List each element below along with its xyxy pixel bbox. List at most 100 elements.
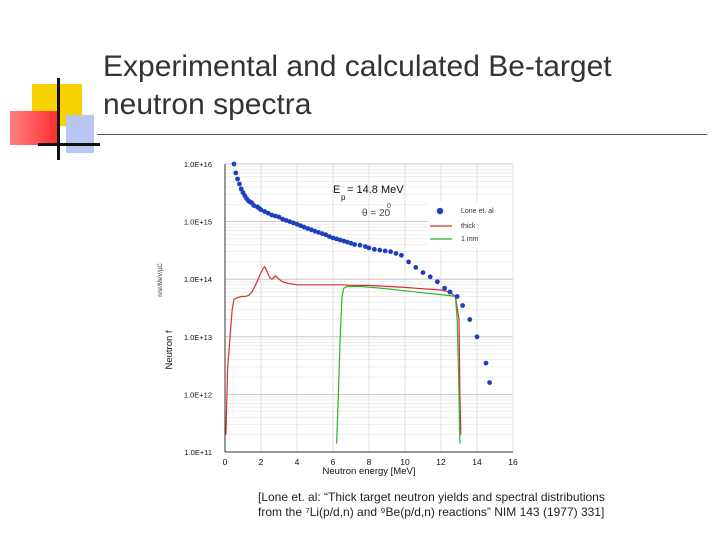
data-point	[258, 207, 264, 213]
data-point	[345, 239, 350, 245]
citation-line-2: from the ⁷Li(p/d,n) and ⁹Be(p/d,n) react…	[258, 505, 605, 519]
title-underline	[97, 134, 707, 135]
data-point	[487, 380, 492, 385]
x-tick-label: 10	[400, 457, 410, 467]
data-point	[237, 181, 242, 187]
x-tick-labels: 0 2 4 6 8 10 12 14 16	[223, 457, 518, 467]
data-point	[235, 176, 240, 182]
data-point	[447, 289, 453, 295]
energy-label: E	[333, 184, 340, 196]
data-point	[427, 274, 433, 280]
slide-title: Experimental and calculated Be-target ne…	[103, 48, 703, 124]
data-point	[231, 161, 237, 167]
data-point	[319, 231, 325, 236]
x-axis-label: Neutron energy [MeV]	[323, 466, 416, 477]
energy-annotation: E p = 14.8 MeV θ = 20 0	[333, 184, 404, 219]
x-tick-label: 0	[223, 457, 228, 467]
y-tick-label: 1.0E+16	[184, 160, 212, 169]
y-axis-label: Neutron f	[164, 330, 175, 369]
slide-title-line-2: neutron spectra	[103, 88, 312, 121]
y-tick-labels: 1.0E+11 1.0E+12 1.0E+13 1.0E+14 1.0E+15 1.0E+…	[184, 160, 212, 457]
data-point	[298, 223, 303, 229]
x-tick-label: 6	[331, 457, 336, 467]
legend-label-thin: 1 mm	[461, 236, 479, 243]
data-point	[330, 235, 336, 241]
data-point	[265, 210, 271, 216]
data-point	[280, 216, 285, 222]
decor-horizontal-line	[38, 143, 100, 146]
legend-label-thick: thick	[461, 223, 476, 230]
y-tick-label: 1.0E+14	[184, 275, 212, 284]
decor-blue-square	[66, 115, 94, 153]
legend-marker-exp	[436, 207, 444, 215]
data-point	[467, 317, 473, 322]
data-point	[454, 294, 460, 299]
citation-line-1: [Lone et. al: “Thick target neutron yiel…	[258, 490, 605, 504]
data-point	[287, 219, 293, 224]
angle-label: θ = 20	[362, 208, 391, 219]
data-point	[316, 230, 321, 235]
data-point	[233, 170, 239, 176]
data-point	[238, 186, 244, 192]
decor-vertical-line	[57, 78, 60, 160]
data-point	[283, 218, 289, 223]
x-tick-label: 8	[367, 457, 372, 467]
data-point	[435, 279, 440, 285]
axes	[224, 164, 513, 453]
data-point	[399, 252, 404, 258]
data-point	[366, 245, 372, 251]
data-point	[406, 259, 411, 265]
series-line-1-mm	[336, 285, 461, 444]
x-tick-label: 14	[472, 457, 482, 467]
y-tick-label: 1.0E+13	[184, 333, 212, 342]
data-point	[382, 248, 388, 254]
data-point	[388, 249, 393, 255]
data-point	[393, 251, 399, 256]
y-tick-label: 1.0E+11	[184, 448, 212, 457]
series-layer	[225, 161, 492, 444]
data-point	[357, 242, 363, 248]
slide-title-line-1: Experimental and calculated Be-target	[103, 50, 612, 83]
data-point	[269, 212, 275, 218]
energy-subscript: p	[341, 193, 346, 202]
data-point	[372, 246, 377, 252]
data-point	[334, 236, 339, 242]
neutron-spectrum-chart: 1.0E+11 1.0E+12 1.0E+13 1.0E+14 1.0E+15 1.0E+…	[158, 160, 518, 477]
y-axis-unit-label: n/sr/MeV/µC	[158, 263, 164, 297]
data-point	[460, 303, 465, 308]
x-tick-label: 16	[508, 457, 518, 467]
legend-label-exp: Lone et. al	[461, 208, 494, 215]
data-point	[262, 209, 267, 214]
data-point	[442, 285, 447, 291]
data-point	[474, 334, 480, 340]
x-tick-label: 4	[295, 457, 300, 467]
energy-value: = 14.8 MeV	[347, 184, 404, 196]
data-point	[413, 265, 419, 270]
data-point	[251, 203, 257, 208]
data-point	[309, 227, 314, 233]
y-tick-label: 1.0E+12	[184, 390, 212, 399]
data-point	[363, 244, 368, 249]
data-point	[341, 238, 347, 244]
data-point	[294, 221, 300, 227]
data-point	[273, 213, 278, 219]
x-tick-label: 12	[436, 457, 446, 467]
citation: [Lone et. al: “Thick target neutron yiel…	[258, 490, 688, 520]
decor-red-square	[10, 111, 60, 145]
y-tick-label: 1.0E+15	[184, 218, 212, 227]
data-point	[305, 226, 311, 231]
data-point	[327, 234, 332, 239]
data-point	[420, 270, 426, 275]
series-line-thick	[225, 265, 462, 435]
legend: Lone et. al thick 1 mm	[428, 202, 512, 248]
data-point	[276, 214, 282, 220]
data-point	[301, 224, 307, 230]
data-point	[337, 237, 343, 243]
data-point	[291, 220, 296, 226]
data-point	[323, 232, 329, 238]
data-point	[377, 247, 383, 253]
angle-superscript: 0	[387, 203, 391, 210]
data-point	[352, 242, 357, 247]
x-tick-label: 2	[259, 457, 264, 467]
data-point	[483, 360, 489, 366]
